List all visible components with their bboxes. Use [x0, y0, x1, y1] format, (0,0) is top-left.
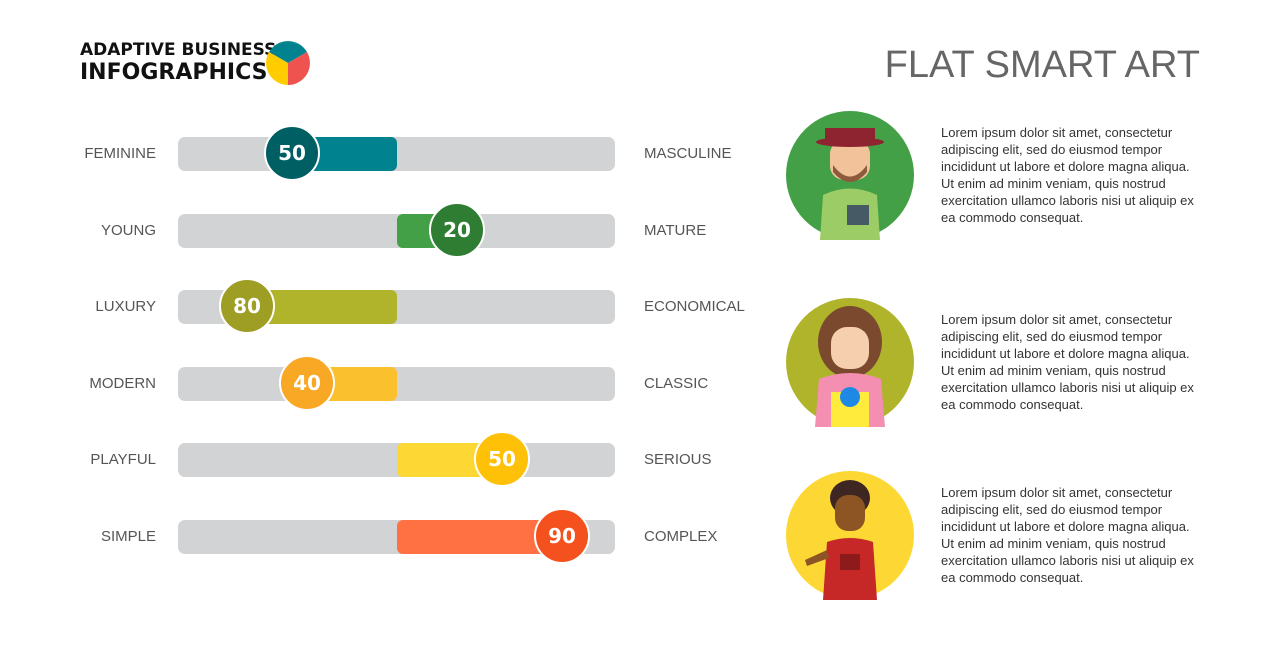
logo: ADAPTIVE BUSINESS INFOGRAPHICS: [80, 42, 276, 84]
scale-right-label: MASCULINE: [644, 145, 732, 162]
person-description: Lorem ipsum dolor sit amet, consectetur …: [941, 125, 1194, 225]
pie-logo-icon: [266, 41, 310, 85]
scale-knob: 40: [279, 354, 335, 411]
scale-right-label: ECONOMICAL: [644, 298, 745, 316]
scale-right-label: COMPLEX: [644, 528, 718, 545]
scale-right-label: SERIOUS: [644, 451, 712, 469]
scale-row: SIMPLE 90 COMPLEX: [0, 508, 760, 564]
scale-left-label: FEMININE: [84, 145, 156, 162]
man-with-hat-icon: [786, 111, 914, 240]
page-title: FLAT SMART ART: [884, 44, 1200, 86]
woman-with-flowers-icon: [786, 298, 914, 427]
scale-right-label: MATURE: [644, 221, 707, 239]
scale-row: PLAYFUL 50 SERIOUS: [0, 431, 760, 488]
scale-left-label: MODERN: [89, 374, 156, 392]
scale-left-label: PLAYFUL: [90, 451, 156, 469]
scale-left-label: SIMPLE: [100, 528, 156, 545]
scale-track: 40: [178, 354, 615, 411]
scale-left-label: LUXURY: [95, 298, 156, 316]
scale-left-label: YOUNG: [100, 221, 156, 239]
scale-knob: 50: [474, 431, 530, 488]
scale-right-label: CLASSIC: [644, 374, 709, 392]
logo-line2: INFOGRAPHICS: [80, 60, 268, 85]
scale-row: MODERN 40 CLASSIC: [0, 354, 760, 411]
scale-track: 90: [178, 508, 615, 564]
scale-knob: 90: [534, 508, 590, 564]
scale-track: 80: [178, 278, 615, 335]
scale-knob: 20: [429, 201, 485, 258]
scale-track: 50: [178, 125, 615, 181]
woman-with-apron-icon: [786, 471, 914, 600]
person-description: Lorem ipsum dolor sit amet, consectetur …: [941, 485, 1194, 585]
logo-line1: ADAPTIVE BUSINESS: [80, 40, 277, 60]
scale-track: 20: [178, 201, 615, 258]
person-description: Lorem ipsum dolor sit amet, consectetur …: [941, 312, 1194, 412]
scale-track: 50: [178, 431, 615, 488]
scale-knob: 80: [219, 278, 275, 335]
scale-row: YOUNG 20 MATURE: [0, 201, 760, 258]
scale-row: FEMININE 50 MASCULINE: [0, 125, 760, 181]
scale-knob: 50: [264, 125, 320, 181]
scale-row: LUXURY 80 ECONOMICAL: [0, 278, 760, 335]
